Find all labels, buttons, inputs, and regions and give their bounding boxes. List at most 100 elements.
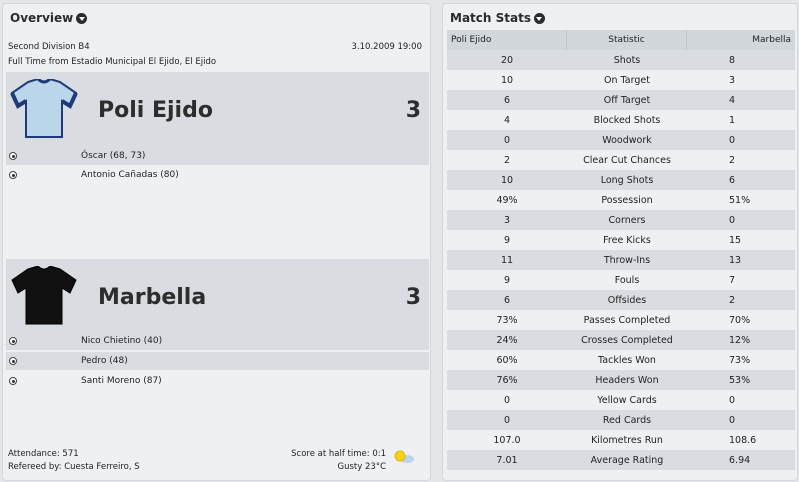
away-value: 51% [729, 194, 751, 206]
table-row: 76% Headers Won 53% [447, 370, 795, 390]
statistic-name: Average Rating [590, 454, 664, 466]
table-row: 0 Woodwork 0 [447, 130, 795, 150]
statistic-name: Tackles Won [598, 354, 656, 366]
scorer-name[interactable]: Nico Chietino (40) [81, 336, 163, 346]
away-value: 0 [729, 214, 736, 226]
chevron-down-icon[interactable] [533, 12, 545, 24]
goal-ball-icon [9, 337, 17, 345]
away-value: 6.94 [729, 454, 751, 466]
scorer-name[interactable]: Antonio Cañadas (80) [81, 170, 179, 180]
match-stats-title-label: Match Stats [450, 11, 531, 25]
competition-label: Second Division B4 [8, 42, 90, 52]
home-value: 107.0 [493, 434, 521, 446]
table-row: 49% Possession 51% [447, 190, 795, 210]
home-value: 0 [503, 414, 511, 426]
match-stats-title[interactable]: Match Stats [450, 11, 545, 25]
home-value: 11 [500, 254, 514, 266]
weather-label: Gusty 23°C [337, 462, 386, 472]
scorer-name[interactable]: Óscar (68, 73) [81, 151, 146, 161]
home-value: 0 [503, 134, 511, 146]
statistic-name: Clear Cut Chances [583, 154, 671, 166]
sun-cloud-icon [394, 450, 414, 463]
scorer-name[interactable]: Pedro (48) [81, 356, 128, 366]
home-value: 10 [500, 74, 514, 86]
away-value: 1 [729, 114, 736, 126]
halftime-score: Score at half time: 0:1 [291, 449, 386, 459]
table-row: 3 Corners 0 [447, 210, 795, 230]
table-row: 60% Tackles Won 73% [447, 350, 795, 370]
home-value: 10 [500, 174, 514, 186]
home-value: 7.01 [496, 454, 518, 466]
away-value: 73% [729, 354, 751, 366]
overview-title-label: Overview [10, 11, 74, 25]
home-value: 49% [496, 194, 518, 206]
goal-ball-icon [9, 171, 17, 179]
home-value: 60% [496, 354, 518, 366]
stats-table: Poli Ejido Statistic Marbella 20 Shots 8 10… [447, 30, 795, 470]
away-scorer-row: Pedro (48) [6, 352, 429, 370]
attendance-label: Attendance: 571 [8, 449, 79, 459]
table-row: 0 Red Cards 0 [447, 410, 795, 430]
table-row: 10 Long Shots 6 [447, 170, 795, 190]
venue-label: Full Time from Estadio Municipal El Ejid… [8, 57, 217, 67]
away-value: 4 [729, 94, 736, 106]
table-row: 9 Fouls 7 [447, 270, 795, 290]
away-value: 0 [729, 394, 736, 406]
away-scorer-row: Nico Chietino (40) [6, 332, 429, 350]
table-row: 6 Offsides 2 [447, 290, 795, 310]
home-scorer-row: Óscar (68, 73) [6, 147, 429, 165]
statistic-name: Fouls [614, 274, 640, 286]
statistic-name: Yellow Cards [597, 394, 657, 406]
match-date: 3.10.2009 19:00 [351, 42, 422, 52]
home-value: 4 [503, 114, 511, 126]
away-value: 6 [729, 174, 736, 186]
table-row: 6 Off Target 4 [447, 90, 795, 110]
away-value: 2 [729, 294, 736, 306]
home-value: 2 [503, 154, 511, 166]
statistic-name: On Target [604, 74, 650, 86]
table-row: 2 Clear Cut Chances 2 [447, 150, 795, 170]
table-row: 0 Yellow Cards 0 [447, 390, 795, 410]
home-scorer-row: Antonio Cañadas (80) [6, 166, 429, 184]
table-row: 10 On Target 3 [447, 70, 795, 90]
column-header-away[interactable]: Marbella [752, 35, 791, 45]
away-value: 8 [729, 54, 736, 66]
table-row: 4 Blocked Shots 1 [447, 110, 795, 130]
home-value: 24% [496, 334, 518, 346]
away-scorer-row: Santi Moreno (87) [6, 372, 429, 390]
home-value: 9 [503, 274, 511, 286]
home-value: 6 [503, 294, 511, 306]
statistic-name: Offsides [607, 294, 647, 306]
home-team-name[interactable]: Poli Ejido [98, 98, 213, 123]
chevron-down-icon[interactable] [76, 12, 88, 24]
table-row: 11 Throw-Ins 13 [447, 250, 795, 270]
goal-ball-icon [9, 377, 17, 385]
home-team-score: 3 [405, 98, 421, 123]
statistic-name: Crosses Completed [581, 334, 673, 346]
statistic-name: Throw-Ins [603, 254, 651, 266]
away-value: 2 [729, 154, 736, 166]
statistic-name: Kilometres Run [591, 434, 663, 446]
table-row: 20 Shots 8 [447, 50, 795, 70]
scorer-name[interactable]: Santi Moreno (87) [81, 376, 162, 386]
column-header-statistic[interactable]: Statistic [567, 30, 687, 50]
overview-title[interactable]: Overview [10, 11, 88, 25]
home-value: 9 [503, 234, 511, 246]
away-value: 53% [729, 374, 751, 386]
statistic-name: Off Target [603, 94, 651, 106]
goal-ball-icon [9, 152, 17, 160]
statistic-name: Red Cards [602, 414, 652, 426]
away-value: 0 [729, 134, 736, 146]
home-value: 76% [496, 374, 518, 386]
away-team-score: 3 [405, 285, 421, 310]
statistic-name: Passes Completed [583, 314, 671, 326]
away-shirt-icon [11, 266, 77, 325]
referee-label[interactable]: Refereed by: Cuesta Ferreiro, S [8, 462, 140, 472]
home-value: 3 [503, 214, 511, 226]
statistic-name: Woodwork [602, 134, 652, 146]
table-row: 73% Passes Completed 70% [447, 310, 795, 330]
away-team-name[interactable]: Marbella [98, 285, 207, 310]
away-value: 0 [729, 414, 736, 426]
column-header-home[interactable]: Poli Ejido [447, 30, 567, 50]
away-value: 108.6 [729, 434, 757, 446]
